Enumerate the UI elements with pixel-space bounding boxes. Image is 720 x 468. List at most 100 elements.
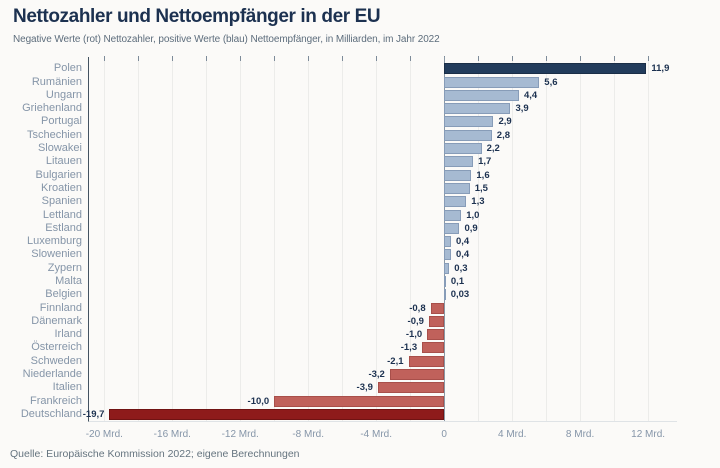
value-label: -3,2 (368, 369, 385, 381)
country-label: Spanien (41, 195, 82, 208)
bar-chart: 11,9 5,6 4,4 3,9 2,9 2,8 2,2 1,7 1,6 1,5 1,3 1,0 0,9… (0, 56, 700, 440)
axis-tick (614, 56, 616, 61)
country-label: Polen (53, 62, 82, 75)
value-label: 4,4 (524, 89, 538, 101)
value-label: 1,3 (471, 196, 485, 208)
country-label: Irland (54, 328, 82, 341)
bar (444, 143, 482, 154)
value-label: -0,8 (409, 302, 426, 314)
value-label: 2,2 (486, 143, 500, 154)
bar (444, 236, 451, 248)
bar (444, 262, 450, 274)
value-label: 1,0 (466, 209, 480, 221)
gridline (546, 57, 548, 421)
country-label: Italien (52, 381, 82, 394)
country-label: Niederlande (22, 368, 82, 381)
value-label: -1,0 (405, 329, 423, 341)
value-label: 2,8 (496, 129, 511, 141)
bar (444, 116, 494, 128)
value-label: -19,7 (82, 408, 105, 420)
value-label: 1,7 (478, 156, 492, 168)
x-tick-label: -12 Mrd. (221, 429, 259, 440)
country-label: Tschechien (26, 128, 82, 141)
axis-tick (206, 56, 208, 61)
bar (444, 249, 451, 261)
value-label: -1,3 (400, 342, 418, 354)
value-label: 3,9 (515, 103, 529, 115)
value-label: -3,9 (356, 382, 373, 394)
axis-tick (308, 56, 310, 61)
x-tick-label: 4 Mrd. (498, 429, 527, 440)
bar (444, 129, 492, 141)
gridline (376, 57, 378, 421)
axis-tick (138, 56, 140, 61)
chart-title: Nettozahler und Nettoempfänger in der EU (13, 6, 381, 27)
gridline (614, 57, 616, 421)
country-label: Litauen (45, 155, 82, 168)
bar (274, 395, 445, 407)
bar (430, 302, 445, 314)
country-label: Ungarn (45, 88, 82, 101)
gridline (138, 57, 140, 421)
bar (444, 222, 460, 234)
bar (444, 103, 511, 115)
bar (428, 315, 445, 327)
country-label: Estland (45, 221, 82, 234)
axis-tick (376, 56, 378, 61)
gridline (240, 57, 242, 421)
chart-header: Nettozahler und Nettoempfänger in der EU… (13, 6, 710, 45)
gridline (478, 57, 480, 421)
plot-area: 11,9 5,6 4,4 3,9 2,9 2,8 2,2 1,7 1,6 1,5 1,3 1,0 0,9… (83, 56, 677, 440)
country-label: Rumänien (31, 75, 82, 88)
x-tick-label: -20 Mrd. (85, 429, 123, 440)
country-label: Frankreich (30, 394, 82, 407)
country-label: Finnland (39, 301, 82, 314)
axis-tick (104, 56, 106, 61)
country-label: Dänemark (31, 314, 82, 327)
axis-tick (512, 56, 514, 61)
x-tick-label: -4 Mrd. (360, 429, 393, 440)
gridline (580, 57, 582, 421)
country-label: Österreich (31, 341, 82, 354)
bar (444, 156, 474, 168)
axis-tick (172, 56, 174, 61)
axis-tick (274, 56, 276, 61)
bar (444, 289, 447, 301)
bar (444, 169, 472, 181)
bar (408, 355, 445, 367)
x-tick-label: -16 Mrd. (153, 429, 191, 440)
axis-tick (580, 56, 582, 61)
x-tick-label: -8 Mrd. (292, 429, 325, 440)
bar (444, 76, 540, 88)
bar (389, 369, 445, 381)
country-label: Kroatien (41, 181, 82, 194)
country-label: Slowakei (37, 142, 82, 154)
value-label: 0,9 (464, 222, 478, 234)
bar (444, 182, 470, 194)
bar (422, 342, 445, 354)
gridline (104, 57, 106, 421)
gridline (308, 57, 310, 421)
bar (444, 209, 462, 221)
bar (427, 329, 445, 341)
gridline (512, 57, 514, 421)
chart-subtitle: Negative Werte (rot) Nettozahler, positi… (13, 34, 440, 45)
axis-tick (546, 56, 548, 61)
bar (109, 408, 445, 420)
value-label: 5,6 (544, 76, 558, 88)
value-label: 0,4 (456, 236, 470, 248)
axis-tick (648, 56, 650, 61)
axis-tick (478, 56, 480, 61)
x-tick-label: 8 Mrd. (565, 429, 595, 440)
value-label: -0,9 (407, 315, 424, 327)
bar (444, 63, 647, 75)
value-label: -2,1 (387, 355, 404, 367)
gridline (648, 57, 650, 421)
value-label: 1,6 (476, 169, 490, 181)
gridline (274, 57, 276, 421)
country-label: Zypern (47, 261, 82, 274)
source-note: Quelle: Europäische Kommission 2022; eig… (10, 448, 300, 460)
gridline (410, 57, 412, 421)
value-label: 0,1 (450, 276, 465, 287)
value-label: 0,3 (454, 262, 468, 274)
